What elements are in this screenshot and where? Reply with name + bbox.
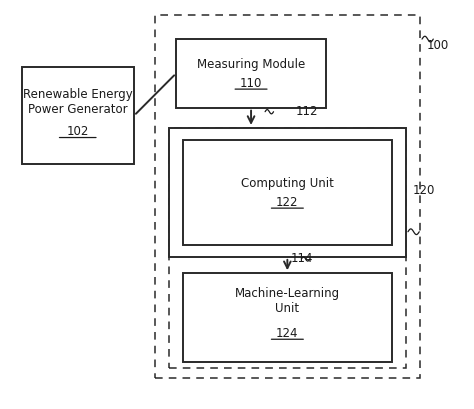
Text: 102: 102 (66, 126, 89, 138)
Bar (169, 128, 406, 368)
Text: 114: 114 (291, 252, 313, 265)
Text: 110: 110 (240, 77, 262, 90)
Text: 124: 124 (276, 327, 299, 340)
Text: 112: 112 (296, 105, 318, 118)
Bar (155, 15, 419, 378)
Bar (183, 140, 392, 245)
Text: Renewable Energy
Power Generator: Renewable Energy Power Generator (23, 88, 133, 116)
Bar (169, 128, 406, 257)
Text: Computing Unit: Computing Unit (241, 177, 334, 190)
Bar (183, 273, 392, 362)
Bar (176, 39, 326, 108)
Text: Machine-Learning
Unit: Machine-Learning Unit (235, 288, 340, 315)
Text: Measuring Module: Measuring Module (197, 58, 305, 71)
Text: 120: 120 (413, 184, 435, 197)
Bar (21, 67, 134, 164)
Text: 100: 100 (427, 38, 449, 52)
Text: 122: 122 (276, 196, 299, 209)
